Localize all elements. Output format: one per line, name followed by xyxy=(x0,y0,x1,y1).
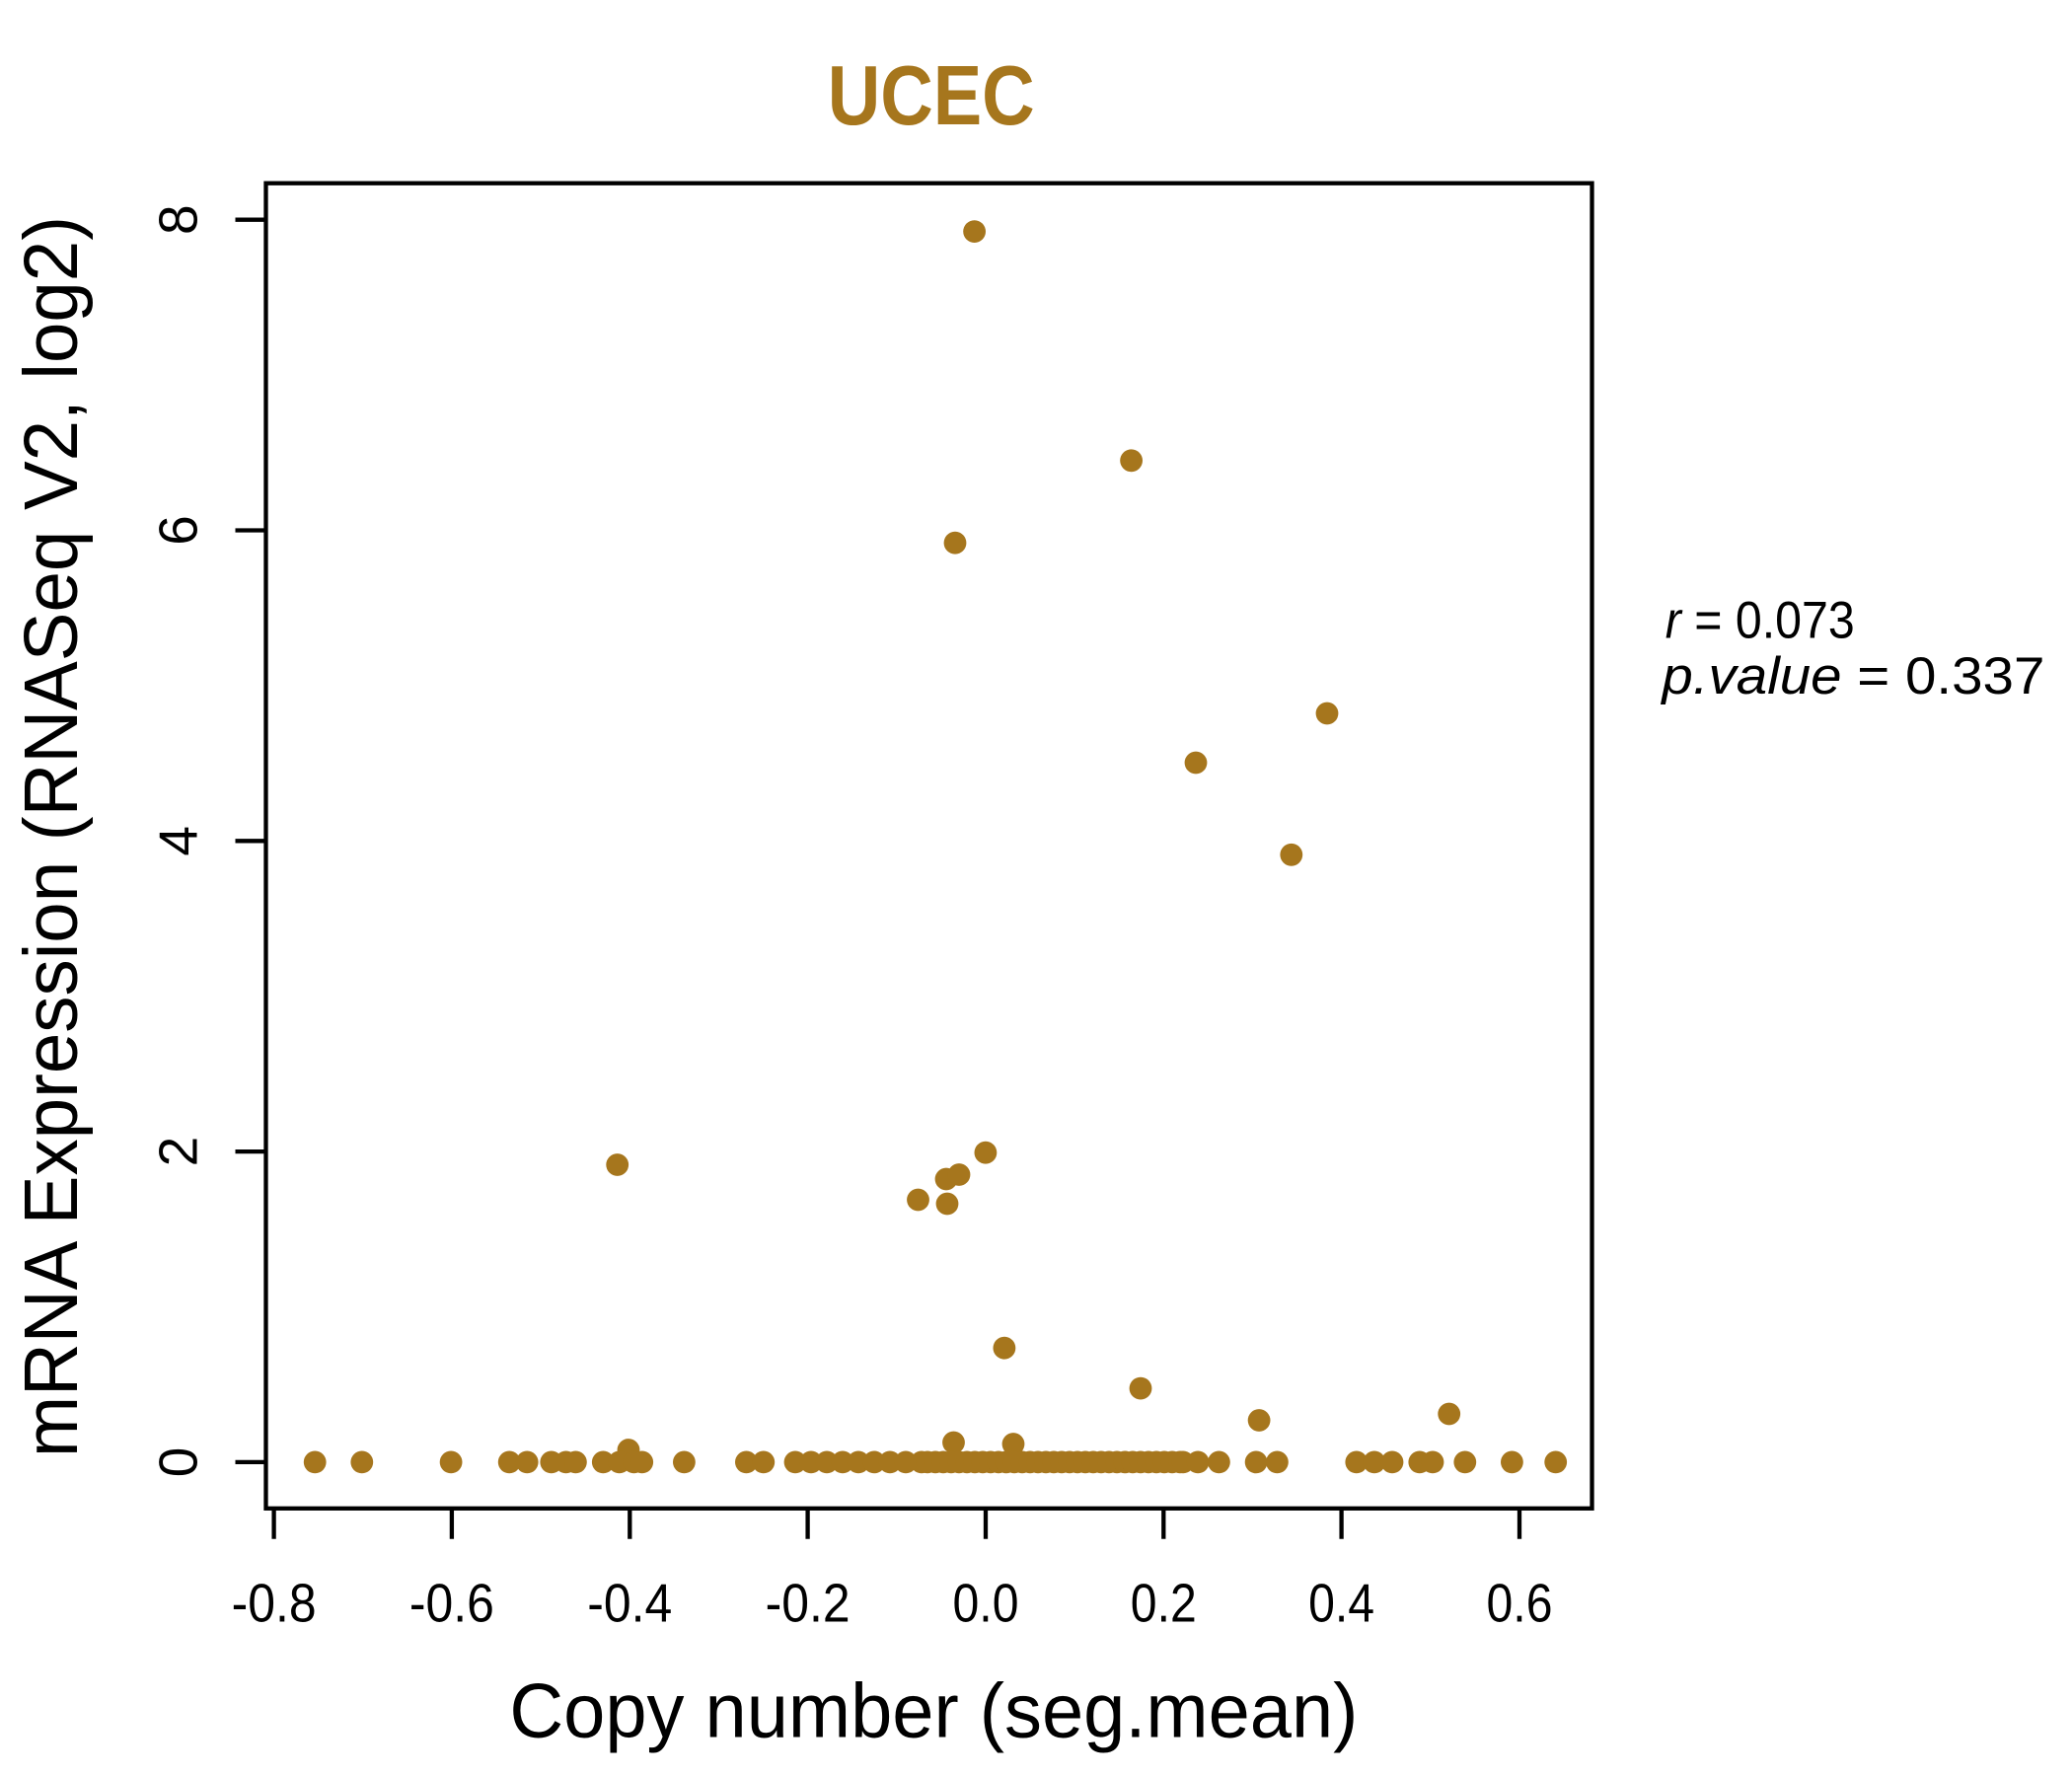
svg-text:-0.6: -0.6 xyxy=(409,1573,494,1634)
svg-text:8: 8 xyxy=(147,204,208,235)
svg-text:0.0: 0.0 xyxy=(953,1573,1019,1634)
svg-text:6: 6 xyxy=(147,515,208,546)
svg-text:-0.2: -0.2 xyxy=(766,1573,851,1634)
svg-text:mRNA Expression (RNASeq V2, lo: mRNA Expression (RNASeq V2, log2) xyxy=(9,216,94,1457)
svg-text:Copy number (seg.mean): Copy number (seg.mean) xyxy=(509,1667,1358,1754)
svg-text:r = 0.073: r = 0.073 xyxy=(1665,592,1855,650)
svg-text:UCEC: UCEC xyxy=(828,49,1035,143)
svg-text:-0.4: -0.4 xyxy=(587,1573,672,1634)
svg-text:0.4: 0.4 xyxy=(1308,1573,1374,1634)
svg-text:-0.8: -0.8 xyxy=(232,1573,317,1634)
svg-text:4: 4 xyxy=(147,826,208,856)
svg-text:0.2: 0.2 xyxy=(1131,1573,1197,1634)
svg-text:0.6: 0.6 xyxy=(1487,1573,1553,1634)
svg-text:2: 2 xyxy=(147,1137,208,1167)
svg-text:p.value = 0.337: p.value = 0.337 xyxy=(1660,647,2044,705)
svg-text:0: 0 xyxy=(147,1447,208,1478)
